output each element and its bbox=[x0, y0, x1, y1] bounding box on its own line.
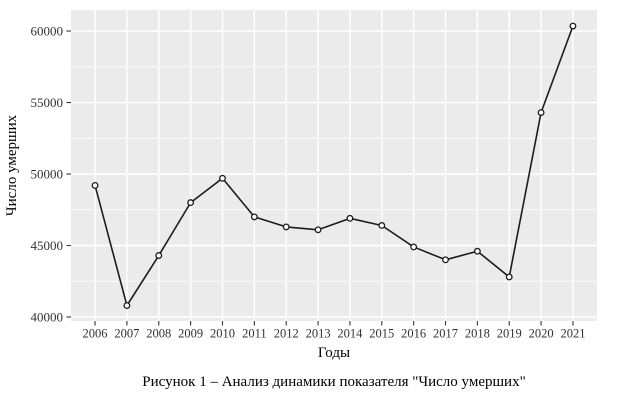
data-line bbox=[94, 25, 574, 307]
x-tick-label: 2015 bbox=[369, 327, 394, 341]
x-tick-label: 2020 bbox=[529, 327, 554, 341]
data-point bbox=[410, 243, 418, 251]
data-point bbox=[569, 22, 577, 30]
x-tick-label: 2021 bbox=[560, 327, 585, 341]
x-tick-label: 2017 bbox=[433, 327, 458, 341]
data-point bbox=[473, 247, 481, 255]
x-tick-label: 2006 bbox=[83, 327, 108, 341]
y-tick-label: 45000 bbox=[31, 238, 64, 253]
data-point bbox=[123, 302, 131, 310]
x-tick-label: 2014 bbox=[337, 327, 363, 341]
data-point bbox=[91, 181, 99, 189]
y-tick-label: 55000 bbox=[31, 95, 64, 110]
x-tick-label: 2007 bbox=[114, 327, 139, 341]
x-tick-label: 2019 bbox=[497, 327, 522, 341]
data-point bbox=[187, 199, 195, 207]
data-point bbox=[537, 109, 545, 116]
data-point bbox=[378, 222, 386, 229]
data-point bbox=[250, 213, 258, 221]
data-point bbox=[219, 174, 226, 182]
x-tick-label: 2008 bbox=[146, 327, 171, 341]
y-tick-label: 50000 bbox=[31, 167, 64, 182]
plot-panel bbox=[71, 10, 597, 321]
data-point bbox=[505, 273, 513, 281]
x-tick-label: 2016 bbox=[401, 327, 426, 341]
y-axis-title: Число умерших bbox=[4, 114, 20, 216]
data-point bbox=[282, 223, 290, 231]
data-point bbox=[346, 214, 354, 222]
x-tick-label: 2011 bbox=[242, 327, 267, 341]
data-point bbox=[155, 252, 163, 259]
x-tick-label: 2013 bbox=[306, 327, 331, 341]
x-tick-label: 2012 bbox=[274, 327, 299, 341]
x-axis-title: Годы bbox=[318, 345, 350, 361]
y-tick-label: 60000 bbox=[31, 24, 64, 39]
figure-caption: Рисунок 1 – Анализ динамики показателя "… bbox=[142, 374, 526, 390]
line-chart: 40000 45000 50000 55000 60000 2006 2007 2008 200… bbox=[4, 10, 597, 361]
x-tick-label: 2010 bbox=[210, 327, 235, 341]
y-tick-label: 40000 bbox=[31, 309, 64, 324]
data-point bbox=[442, 256, 449, 264]
x-tick-label: 2009 bbox=[178, 327, 203, 341]
data-point bbox=[314, 226, 322, 234]
x-tick-label: 2018 bbox=[465, 327, 490, 341]
